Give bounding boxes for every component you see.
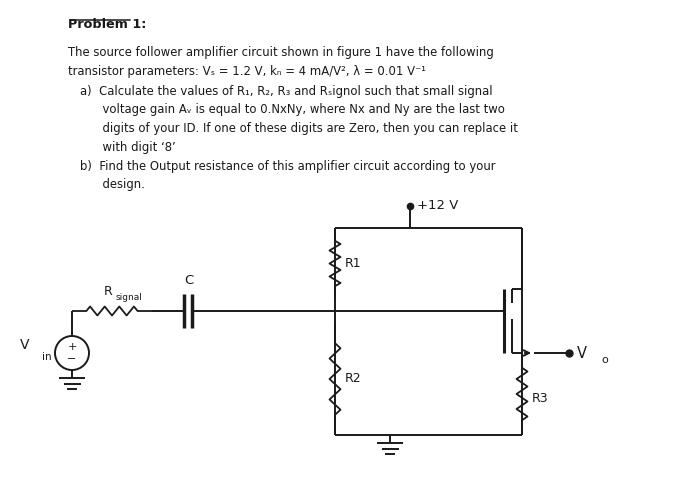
Text: design.: design. [80, 179, 145, 191]
Text: R: R [104, 285, 113, 298]
Text: V: V [20, 338, 29, 352]
Text: −: − [67, 354, 77, 364]
Text: Problem 1:: Problem 1: [68, 18, 146, 31]
Text: R2: R2 [345, 372, 362, 385]
Text: C: C [184, 274, 194, 287]
Text: in: in [42, 352, 52, 362]
Text: The source follower amplifier circuit shown in figure 1 have the following: The source follower amplifier circuit sh… [68, 46, 494, 59]
Text: transistor parameters: Vₛ = 1.2 V, kₙ = 4 mA/V², λ = 0.01 V⁻¹: transistor parameters: Vₛ = 1.2 V, kₙ = … [68, 65, 426, 77]
Text: a)  Calculate the values of R₁, R₂, R₃ and Rₛignol such that small signal: a) Calculate the values of R₁, R₂, R₃ an… [80, 85, 493, 98]
Text: with digit ‘8’: with digit ‘8’ [80, 141, 176, 154]
Text: +: + [67, 342, 77, 352]
Text: b)  Find the Output resistance of this amplifier circuit according to your: b) Find the Output resistance of this am… [80, 160, 496, 173]
Text: o: o [601, 355, 608, 365]
Text: digits of your ID. If one of these digits are Zero, then you can replace it: digits of your ID. If one of these digit… [80, 122, 518, 135]
Text: V: V [577, 345, 587, 360]
Text: R3: R3 [532, 393, 549, 406]
Text: R1: R1 [345, 257, 362, 270]
Text: voltage gain Aᵥ is equal to 0.NxNy, where Nx and Ny are the last two: voltage gain Aᵥ is equal to 0.NxNy, wher… [80, 103, 505, 116]
Text: +12 V: +12 V [417, 199, 458, 212]
Text: signal: signal [116, 293, 142, 302]
